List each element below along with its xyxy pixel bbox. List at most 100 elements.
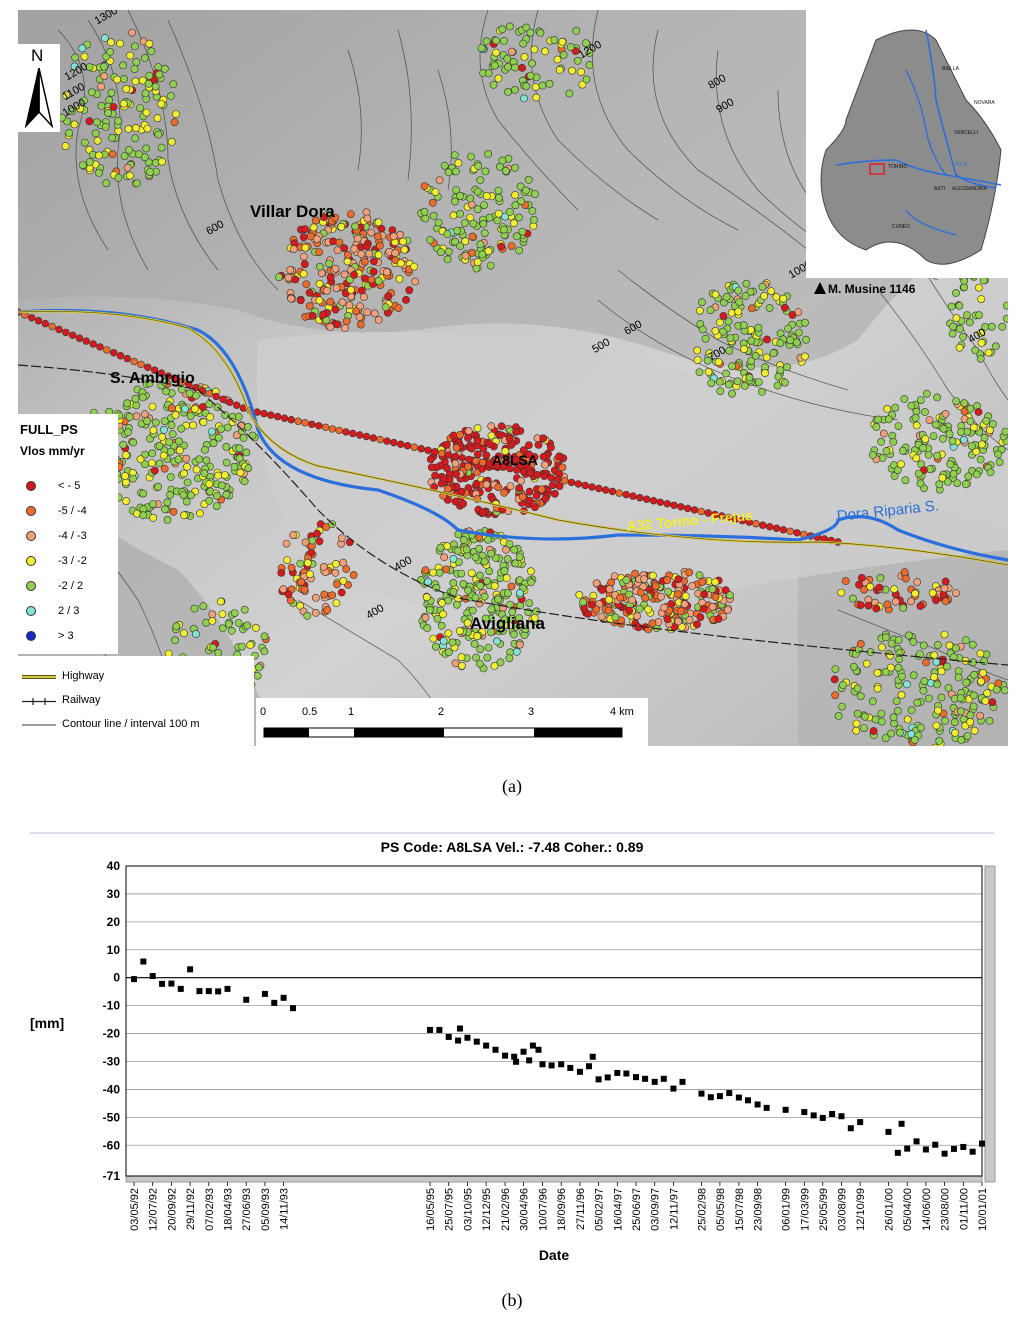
ps-point	[941, 410, 950, 418]
ps-point	[754, 378, 763, 386]
ps-point	[894, 422, 903, 430]
ps-point	[530, 614, 539, 622]
ps-point	[849, 662, 858, 671]
ps-point	[485, 460, 494, 468]
ps-point	[426, 455, 435, 464]
ps-point	[901, 476, 910, 485]
ps-point	[781, 303, 789, 312]
ps-point	[455, 430, 464, 439]
ps-point	[534, 440, 543, 449]
ps-point	[921, 408, 929, 416]
ps-point	[151, 82, 160, 91]
x-tick-label: 12/11/97	[668, 1188, 680, 1230]
ps-point	[244, 464, 253, 473]
ps-point	[338, 298, 347, 307]
label-villar-dora: Villar Dora	[250, 202, 335, 221]
ps-point	[882, 447, 891, 455]
data-point	[904, 1145, 911, 1152]
ps-point	[868, 697, 877, 706]
line-legend: Highway Railway Contour line / interval …	[18, 656, 254, 746]
ps-point	[492, 637, 501, 646]
ps-point	[690, 506, 699, 514]
ps-point	[956, 694, 965, 702]
ps-point	[167, 137, 176, 146]
ps-point	[214, 471, 222, 480]
ps-point	[260, 647, 269, 656]
ps-point	[389, 232, 398, 241]
ps-point	[498, 156, 507, 165]
ps-point	[424, 577, 432, 586]
y-tick-label: -40	[103, 1082, 121, 1096]
ps-point	[887, 729, 896, 738]
ps-point	[625, 606, 634, 615]
ps-point	[856, 601, 865, 609]
ps-point	[907, 401, 916, 410]
data-point	[224, 985, 231, 992]
ps-point	[294, 417, 302, 425]
x-tick-label: 26/01/00	[883, 1188, 895, 1231]
ps-point	[776, 366, 785, 374]
ps-point	[100, 72, 109, 81]
ps-point	[473, 187, 482, 196]
ps-point	[126, 51, 134, 60]
ps-point	[501, 166, 510, 175]
data-point	[698, 1090, 705, 1097]
inset-label-biella: BIELLA	[942, 66, 959, 72]
ps-point	[300, 260, 309, 268]
ps-point	[746, 287, 755, 296]
ps-point	[541, 460, 549, 469]
ps-point	[196, 509, 204, 518]
ps-point	[62, 91, 70, 99]
ps-point	[85, 63, 94, 71]
ps-point	[670, 501, 678, 509]
ps-point	[977, 295, 986, 303]
ps-point	[526, 28, 535, 37]
data-point	[436, 1026, 443, 1033]
ps-point	[411, 277, 420, 286]
ps-point	[891, 403, 900, 412]
ps-point	[745, 373, 754, 382]
ps-point	[163, 515, 172, 524]
x-tick-label: 06/01/99	[781, 1188, 793, 1231]
ps-point	[739, 321, 748, 330]
chart-scrollbar-horizontal[interactable]	[125, 1175, 983, 1183]
inset-map-canvas	[820, 29, 1002, 265]
chart-x-tick-labels: 03/05/92 12/07/92 20/09/92 29/11/92 07/02/93…	[129, 1188, 989, 1231]
inset-label-cuneo: CUNEO	[892, 224, 911, 230]
ps-point	[485, 567, 494, 576]
scale-bar-graphic	[263, 727, 623, 738]
ps-point	[301, 225, 309, 234]
ps-point	[349, 429, 357, 438]
ps-point	[952, 314, 961, 322]
legend-class-5: 2 / 3	[18, 603, 118, 621]
x-tick-label: 01/11/00	[958, 1188, 970, 1230]
ps-point	[575, 591, 584, 599]
ps-point	[311, 608, 320, 617]
ps-point	[688, 582, 697, 590]
ps-point	[517, 197, 526, 206]
ps-point	[326, 323, 335, 331]
ps-point	[949, 653, 958, 662]
ps-point	[912, 421, 921, 430]
ps-point	[940, 584, 949, 593]
ps-point	[48, 322, 56, 331]
ps-point	[976, 329, 985, 338]
ps-point	[950, 718, 959, 727]
ps-point	[129, 438, 138, 447]
inset-label-vercelli: VERCELLI	[954, 130, 979, 136]
ps-point	[343, 250, 352, 259]
ps-point	[587, 600, 596, 609]
chart-scrollbar-vertical[interactable]	[984, 865, 996, 1183]
ps-point	[714, 358, 723, 366]
ps-point	[704, 367, 713, 376]
ps-point	[727, 308, 736, 317]
ps-point	[274, 273, 283, 281]
ps-point	[308, 420, 316, 428]
ps-point	[718, 512, 726, 520]
ps-point	[164, 372, 173, 380]
ps-point	[883, 600, 892, 609]
data-point	[670, 1085, 677, 1092]
ps-point	[341, 324, 349, 332]
ps-point	[180, 511, 188, 520]
ps-point	[466, 194, 475, 203]
